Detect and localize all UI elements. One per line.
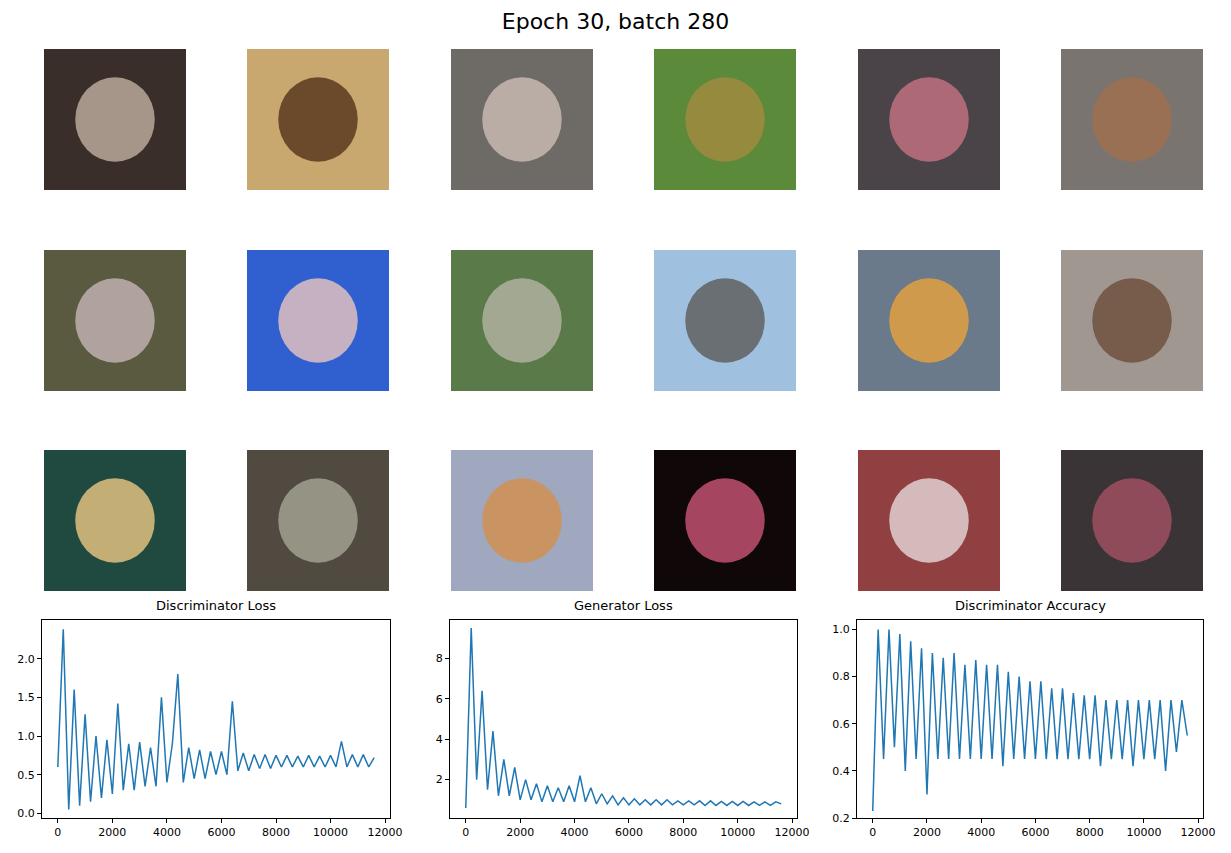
svg-text:2: 2 bbox=[436, 773, 443, 786]
svg-text:0: 0 bbox=[869, 826, 876, 839]
svg-text:2.0: 2.0 bbox=[17, 653, 35, 666]
svg-text:1.5: 1.5 bbox=[17, 691, 35, 704]
svg-text:6000: 6000 bbox=[207, 826, 235, 839]
svg-text:0.8: 0.8 bbox=[832, 670, 850, 683]
svg-text:6: 6 bbox=[436, 693, 443, 706]
svg-text:6000: 6000 bbox=[1021, 826, 1049, 839]
svg-text:10000: 10000 bbox=[313, 826, 348, 839]
svg-text:12000: 12000 bbox=[368, 826, 403, 839]
svg-text:Epoch 30, batch 280: Epoch 30, batch 280 bbox=[502, 9, 729, 34]
svg-text:0.4: 0.4 bbox=[832, 765, 850, 778]
svg-text:0.0: 0.0 bbox=[17, 807, 35, 820]
svg-text:4000: 4000 bbox=[153, 826, 181, 839]
svg-text:2000: 2000 bbox=[506, 826, 534, 839]
svg-text:Discriminator Loss: Discriminator Loss bbox=[156, 598, 276, 613]
svg-text:1.0: 1.0 bbox=[17, 730, 35, 743]
svg-text:0: 0 bbox=[462, 826, 469, 839]
svg-text:8: 8 bbox=[436, 652, 443, 665]
svg-text:2000: 2000 bbox=[98, 826, 126, 839]
svg-text:12000: 12000 bbox=[775, 826, 810, 839]
svg-text:8000: 8000 bbox=[262, 826, 290, 839]
svg-text:10000: 10000 bbox=[720, 826, 755, 839]
svg-text:0.2: 0.2 bbox=[832, 812, 850, 825]
svg-text:0.6: 0.6 bbox=[832, 718, 850, 731]
svg-text:0: 0 bbox=[54, 826, 61, 839]
svg-text:6000: 6000 bbox=[615, 826, 643, 839]
svg-text:2000: 2000 bbox=[913, 826, 941, 839]
svg-text:0.5: 0.5 bbox=[17, 769, 35, 782]
svg-text:10000: 10000 bbox=[1126, 826, 1161, 839]
svg-text:4000: 4000 bbox=[967, 826, 995, 839]
svg-text:Generator Loss: Generator Loss bbox=[574, 598, 673, 613]
svg-text:8000: 8000 bbox=[1076, 826, 1104, 839]
svg-text:1.0: 1.0 bbox=[832, 623, 850, 636]
svg-text:4000: 4000 bbox=[561, 826, 589, 839]
svg-text:Discriminator Accuracy: Discriminator Accuracy bbox=[955, 598, 1106, 613]
svg-text:4: 4 bbox=[436, 733, 443, 746]
svg-text:12000: 12000 bbox=[1181, 826, 1216, 839]
svg-text:8000: 8000 bbox=[669, 826, 697, 839]
